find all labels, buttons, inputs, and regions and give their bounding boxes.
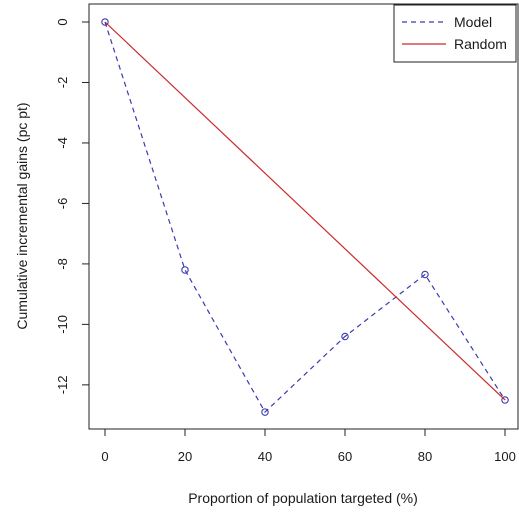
x-tick-label: 40 xyxy=(258,449,272,464)
data-point-model xyxy=(261,408,269,416)
x-tick-label: 60 xyxy=(338,449,352,464)
data-point-model xyxy=(501,396,509,404)
y-axis: 0 -2 -4 -6 -8 -10 -12 xyxy=(55,18,89,394)
x-tick-label: 20 xyxy=(178,449,192,464)
y-tick-label: -8 xyxy=(55,258,70,270)
x-tick-label: 80 xyxy=(418,449,432,464)
y-tick-label: -4 xyxy=(55,137,70,149)
data-point-model xyxy=(341,332,349,341)
y-tick-label: -6 xyxy=(55,198,70,210)
series-line-model xyxy=(104,21,506,414)
series-line-random xyxy=(104,21,506,401)
series-layer xyxy=(101,18,509,416)
y-tick-label: -12 xyxy=(55,375,70,394)
data-point-model xyxy=(421,270,429,279)
y-tick-label: -10 xyxy=(55,315,70,334)
y-tick-label: 0 xyxy=(55,18,70,25)
y-axis-title: Cumulative incremental gains (pc pt) xyxy=(14,102,30,329)
x-axis-title: Proportion of population targeted (%) xyxy=(188,490,418,506)
legend-model-label: Model xyxy=(454,14,492,30)
x-tick-label: 0 xyxy=(101,449,108,464)
legend-random-label: Random xyxy=(454,36,507,52)
legend: Model Random xyxy=(393,4,517,63)
data-point-model xyxy=(101,18,109,26)
legend-box xyxy=(393,4,517,63)
data-point-model xyxy=(181,266,189,274)
y-tick-label: -2 xyxy=(55,77,70,89)
x-axis: 0 20 40 60 80 100 xyxy=(101,428,516,464)
x-tick-label: 100 xyxy=(494,449,516,464)
